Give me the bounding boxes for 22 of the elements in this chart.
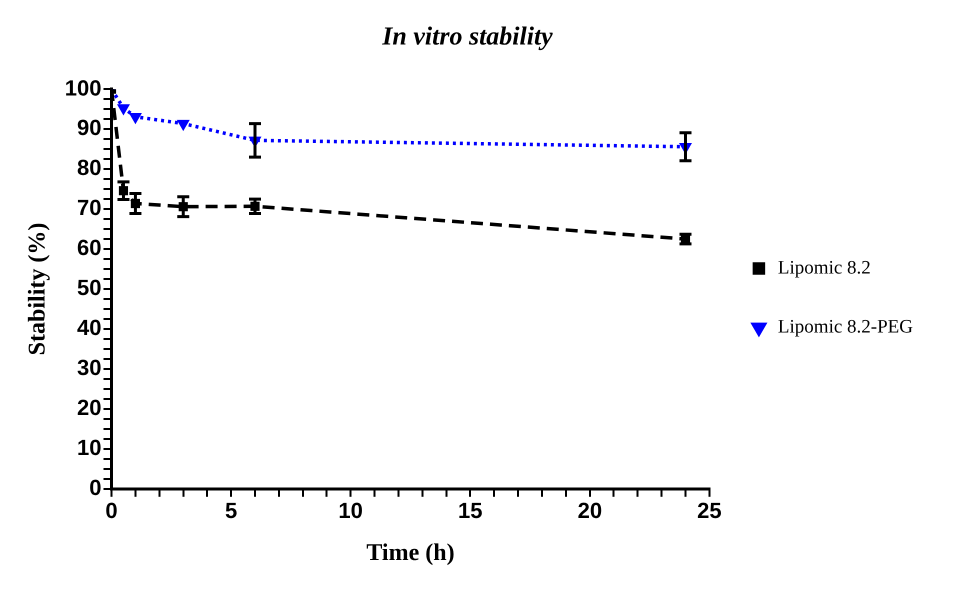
- legend-label: Lipomic 8.2-PEG: [778, 316, 914, 338]
- y-tick-label: 20: [77, 394, 102, 420]
- x-axis-title: Time (h): [366, 540, 455, 566]
- x-tick-label: 0: [105, 498, 118, 524]
- y-tick-label: 10: [77, 434, 102, 460]
- y-tick-label: 80: [77, 155, 102, 180]
- y-axis-title: Stability (%): [24, 222, 51, 356]
- y-tick-label: 30: [77, 354, 102, 380]
- y-tick-label: 60: [77, 235, 102, 260]
- x-tick-label: 25: [697, 498, 722, 524]
- legend-label: Lipomic 8.2: [778, 257, 871, 278]
- x-tick-label: 5: [224, 498, 238, 524]
- x-tick-label: 15: [458, 498, 482, 524]
- x-tick-label: 20: [578, 498, 602, 524]
- y-tick-label: 0: [89, 474, 102, 500]
- chart-title: In vitro stability: [381, 21, 554, 50]
- y-tick-label: 40: [77, 315, 102, 340]
- y-tick-label: 90: [77, 115, 102, 140]
- y-tick-label: 100: [64, 75, 102, 100]
- y-tick-label: 70: [77, 195, 102, 220]
- y-tick-label: 50: [77, 275, 102, 300]
- x-tick-label: 10: [338, 498, 363, 524]
